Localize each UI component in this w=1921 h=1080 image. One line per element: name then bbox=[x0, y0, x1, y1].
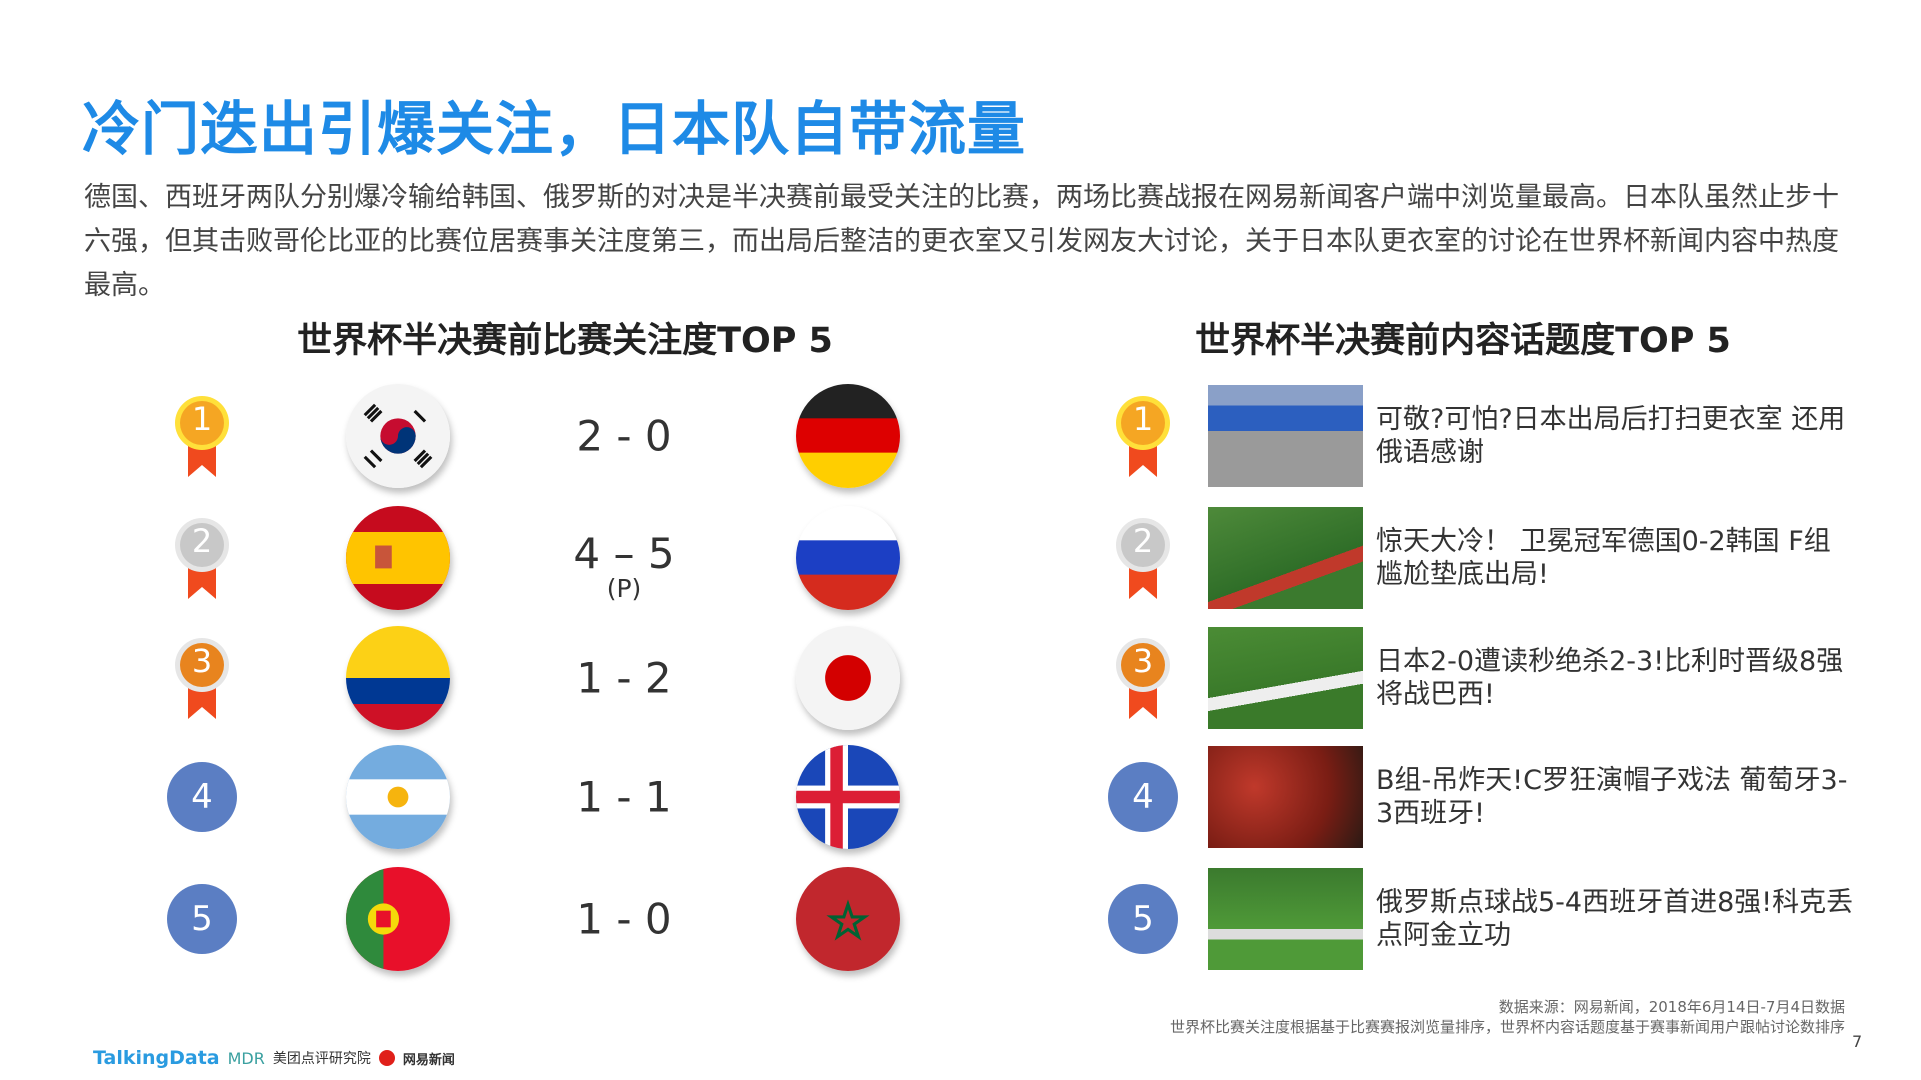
rank-number: 2 bbox=[191, 522, 213, 560]
match-score: 1 - 0 bbox=[576, 895, 671, 944]
flag-germany-icon bbox=[796, 384, 900, 488]
match-medal-icon: 2 bbox=[172, 513, 232, 603]
score-text: 1 - 0 bbox=[576, 894, 672, 944]
logo-bar: TalkingData MDR 美团点评研究院 网易新闻 bbox=[93, 1047, 455, 1069]
flag-colombia-icon bbox=[346, 626, 450, 730]
news-thumbnail[interactable] bbox=[1208, 627, 1363, 729]
rank-number: 2 bbox=[1132, 522, 1154, 560]
flag-morocco-icon bbox=[796, 867, 900, 971]
flag-spain-icon bbox=[346, 506, 450, 610]
score-text: 2 - 0 bbox=[576, 411, 672, 461]
rank-number: 3 bbox=[191, 642, 213, 680]
match-score: 1 - 2 bbox=[576, 654, 671, 703]
flag-korea-icon bbox=[346, 384, 450, 488]
news-medal-icon: 3 bbox=[1113, 633, 1173, 723]
note-text: 世界杯比赛关注度根据基于比赛赛报浏览量排序，世界杯内容话题度基于赛事新闻用户跟帖… bbox=[1169, 1018, 1845, 1036]
news-thumbnail[interactable] bbox=[1208, 507, 1363, 609]
source-text: 数据来源：网易新闻，2018年6月14日-7月4日数据 bbox=[1498, 998, 1845, 1016]
news-title[interactable]: 惊天大冷！ 卫冕冠军德国0-2韩国 F组尴尬垫底出局! bbox=[1376, 526, 1831, 590]
news-thumbnail[interactable] bbox=[1208, 868, 1363, 970]
match-rank-badge: 4 bbox=[167, 762, 237, 832]
match-score: 4 – 5 (P) bbox=[573, 529, 674, 603]
news-thumbnail[interactable] bbox=[1208, 385, 1363, 487]
page-number: 7 bbox=[1852, 1032, 1863, 1051]
news-medal-icon: 1 bbox=[1113, 391, 1173, 481]
flag-argentina-icon bbox=[346, 745, 450, 849]
flag-russia-icon bbox=[796, 506, 900, 610]
match-medal-icon: 1 bbox=[172, 391, 232, 481]
news-rank-badge: 5 bbox=[1108, 884, 1178, 954]
news-title[interactable]: 俄罗斯点球战5-4西班牙首进8强!科克丢点阿金立功 bbox=[1376, 887, 1854, 951]
mdr-logo: MDR bbox=[227, 1048, 265, 1068]
netease-icon bbox=[378, 1050, 395, 1066]
penalty-note: (P) bbox=[606, 574, 642, 603]
news-rank-badge: 4 bbox=[1108, 762, 1178, 832]
rank-number: 4 bbox=[191, 777, 213, 817]
news-thumbnail[interactable] bbox=[1208, 746, 1363, 848]
description: 德国、西班牙两队分别爆冷输给韩国、俄罗斯的对决是半决赛前最受关注的比赛，两场比赛… bbox=[84, 182, 1839, 301]
right-heading: 世界杯半决赛前内容话题度TOP 5 bbox=[1195, 321, 1731, 361]
flag-portugal-icon bbox=[346, 867, 450, 971]
news-title[interactable]: 可敬?可怕?日本出局后打扫更衣室 还用俄语感谢 bbox=[1376, 404, 1846, 468]
meituan-logo: 美团点评研究院 bbox=[272, 1051, 371, 1067]
news-title[interactable]: B组-吊炸天!C罗狂演帽子戏法 葡萄牙3-3西班牙! bbox=[1376, 765, 1848, 829]
score-text: 1 - 1 bbox=[576, 772, 672, 822]
rank-number: 5 bbox=[191, 899, 213, 939]
left-heading: 世界杯半决赛前比赛关注度TOP 5 bbox=[297, 321, 833, 361]
flag-japan-icon bbox=[796, 626, 900, 730]
talkingdata-logo: TalkingData bbox=[93, 1047, 220, 1069]
match-score: 1 - 1 bbox=[576, 773, 671, 822]
score-text: 1 - 2 bbox=[576, 653, 672, 703]
news-title[interactable]: 日本2-0遭读秒绝杀2-3!比利时晋级8强将战巴西! bbox=[1376, 646, 1844, 710]
flag-iceland-icon bbox=[796, 745, 900, 849]
rank-number: 1 bbox=[1132, 400, 1154, 438]
news-medal-icon: 2 bbox=[1113, 513, 1173, 603]
match-medal-icon: 3 bbox=[172, 633, 232, 723]
rank-number: 4 bbox=[1132, 777, 1154, 817]
rank-number: 1 bbox=[191, 400, 213, 438]
match-score: 2 - 0 bbox=[576, 412, 671, 461]
score-text: 4 – 5 bbox=[573, 529, 675, 578]
rank-number: 5 bbox=[1132, 899, 1154, 939]
page-title: 冷门迭出引爆关注，日本队自带流量 bbox=[82, 95, 1027, 163]
rank-number: 3 bbox=[1132, 642, 1154, 680]
match-rank-badge: 5 bbox=[167, 884, 237, 954]
netease-logo: 网易新闻 bbox=[402, 1052, 455, 1068]
